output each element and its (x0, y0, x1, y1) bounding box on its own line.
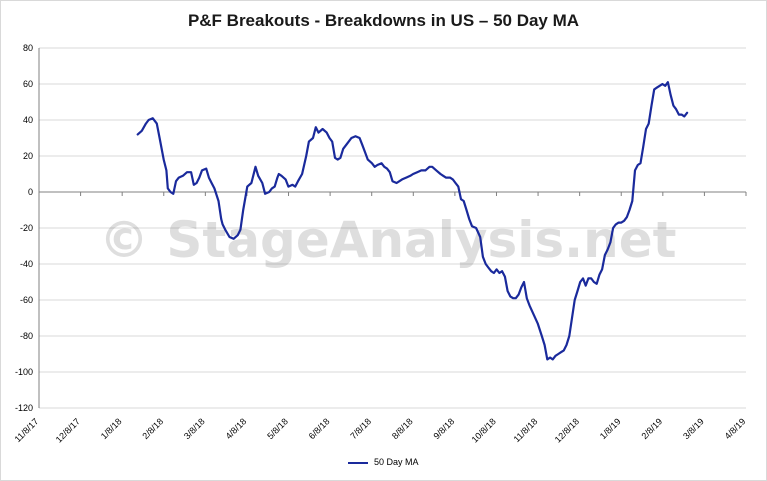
legend-swatch (348, 461, 369, 464)
y-tick-label: 80 (23, 43, 33, 53)
x-tick-label: 11/8/18 (512, 416, 540, 444)
x-tick-label: 12/8/18 (553, 416, 581, 444)
x-tick-label: 4/8/19 (723, 416, 748, 441)
legend-label: 50 Day MA (373, 457, 419, 467)
x-tick-label: 6/8/18 (307, 416, 332, 441)
x-tick-label: 1/8/19 (598, 416, 623, 441)
x-tick-label: 1/8/18 (99, 416, 124, 441)
series-line (136, 81, 689, 361)
chart-title: P&F Breakouts - Breakdowns in US – 50 Da… (187, 11, 580, 30)
x-tick-label: 11/8/17 (13, 416, 41, 444)
x-tick-label: 3/8/18 (182, 416, 207, 441)
x-tick-label: 2/8/19 (639, 416, 664, 441)
x-tick-label: 2/8/18 (140, 416, 165, 441)
y-tick-label: 20 (23, 151, 33, 161)
y-tick-label: -80 (20, 331, 33, 341)
x-tick-label: 7/8/18 (348, 416, 373, 441)
x-tick-label: 5/8/18 (265, 416, 290, 441)
y-tick-label: -40 (20, 259, 33, 269)
x-tick-labels: 11/8/17 12/8/17 1/8/18 2/8/18 3/8/18 4/8/18 5/… (13, 416, 748, 444)
y-tick-label: 40 (23, 115, 33, 125)
y-tick-label: -20 (20, 223, 33, 233)
x-tick-label: 3/8/19 (681, 416, 706, 441)
y-tick-label: 0 (28, 187, 33, 197)
axes (38, 48, 747, 408)
x-tick-label: 10/8/18 (470, 416, 498, 444)
gridlines (39, 47, 746, 409)
x-tick-label: 9/8/18 (432, 416, 457, 441)
y-tick-label: -60 (20, 295, 33, 305)
x-tick-label: 12/8/17 (54, 416, 82, 444)
y-tick-label: 60 (23, 79, 33, 89)
x-tick-label: 4/8/18 (224, 416, 249, 441)
watermark: © StageAnalysis.net (99, 211, 677, 269)
y-tick-label: -100 (15, 367, 33, 377)
legend: 50 Day MA (1, 457, 766, 467)
series-layer (136, 81, 689, 361)
y-tick-label: -120 (15, 403, 33, 413)
x-tick-label: 8/8/18 (390, 416, 415, 441)
y-tick-labels: 80 60 40 20 0 -20 -40 -60 -80 -100 -120 (15, 43, 33, 413)
